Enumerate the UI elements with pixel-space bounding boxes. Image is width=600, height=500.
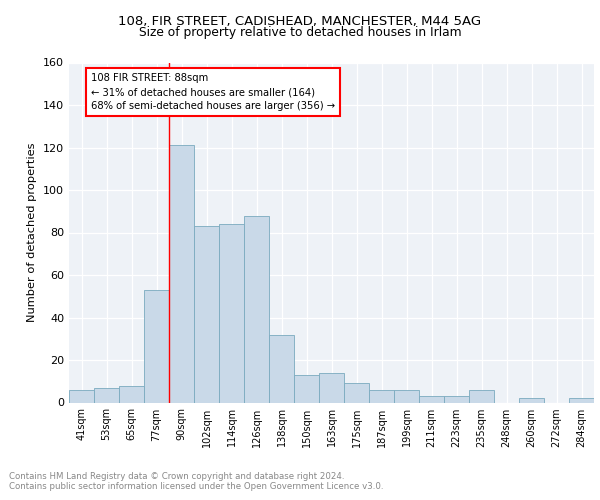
Bar bbox=[219, 224, 244, 402]
Bar bbox=[369, 390, 394, 402]
Text: Contains HM Land Registry data © Crown copyright and database right 2024.: Contains HM Land Registry data © Crown c… bbox=[9, 472, 344, 481]
Bar bbox=[519, 398, 544, 402]
Text: 108 FIR STREET: 88sqm
← 31% of detached houses are smaller (164)
68% of semi-det: 108 FIR STREET: 88sqm ← 31% of detached … bbox=[91, 73, 335, 111]
Bar bbox=[569, 398, 594, 402]
Bar bbox=[444, 396, 469, 402]
Bar bbox=[319, 373, 344, 402]
Bar bbox=[119, 386, 144, 402]
Bar bbox=[469, 390, 494, 402]
Text: Contains public sector information licensed under the Open Government Licence v3: Contains public sector information licen… bbox=[9, 482, 383, 491]
Text: 108, FIR STREET, CADISHEAD, MANCHESTER, M44 5AG: 108, FIR STREET, CADISHEAD, MANCHESTER, … bbox=[118, 15, 482, 28]
Text: Size of property relative to detached houses in Irlam: Size of property relative to detached ho… bbox=[139, 26, 461, 39]
Bar bbox=[94, 388, 119, 402]
Bar bbox=[269, 334, 294, 402]
Bar bbox=[294, 375, 319, 402]
Bar bbox=[394, 390, 419, 402]
Bar bbox=[194, 226, 219, 402]
Bar bbox=[69, 390, 94, 402]
Bar bbox=[169, 146, 194, 402]
Bar bbox=[344, 384, 369, 402]
Bar bbox=[419, 396, 444, 402]
Bar bbox=[144, 290, 169, 403]
Bar bbox=[244, 216, 269, 402]
Y-axis label: Number of detached properties: Number of detached properties bbox=[28, 143, 37, 322]
